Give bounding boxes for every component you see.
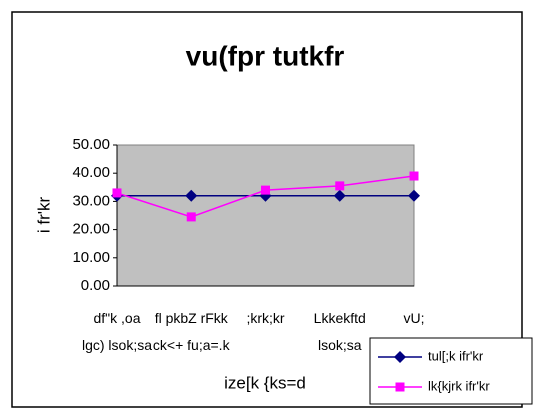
y-tick-label: 0.00: [81, 277, 110, 294]
chart-title: vu(fpr tutkfr: [186, 40, 345, 71]
y-tick-label: 30.00: [72, 192, 110, 209]
y-tick-label: 20.00: [72, 221, 110, 238]
x-tick-label: fl pkbZ rFkk ck<+ fu;a=.k: [152, 310, 230, 353]
legend-box: [369, 337, 533, 405]
marker: [409, 171, 419, 181]
y-axis-label: i fr'kr: [34, 197, 53, 234]
marker: [333, 189, 346, 202]
legend-label: lk{kjrk ifr'kr: [428, 378, 490, 393]
marker: [394, 351, 406, 363]
marker: [112, 188, 122, 198]
y-tick-label: 40.00: [72, 164, 110, 181]
marker: [261, 185, 270, 195]
marker: [185, 189, 198, 202]
y-tick-label: 50.00: [72, 136, 110, 153]
x-tick-label: df"k ,oa lgc) lsok;sa: [81, 310, 153, 353]
x-axis-label: ize[k {ks=d: [224, 373, 306, 392]
marker: [186, 212, 196, 222]
x-tick-label: vU;: [403, 310, 425, 326]
marker: [408, 189, 420, 202]
x-tick-label: ;krk;kr: [246, 310, 285, 326]
plot-area: [116, 144, 415, 287]
marker: [335, 181, 345, 191]
legend-label: tul[;k ifr'kr: [428, 348, 484, 363]
marker: [395, 382, 405, 392]
x-tick-label: Lkkekftd lsok;sa: [313, 310, 366, 353]
y-tick-label: 10.00: [72, 249, 110, 266]
